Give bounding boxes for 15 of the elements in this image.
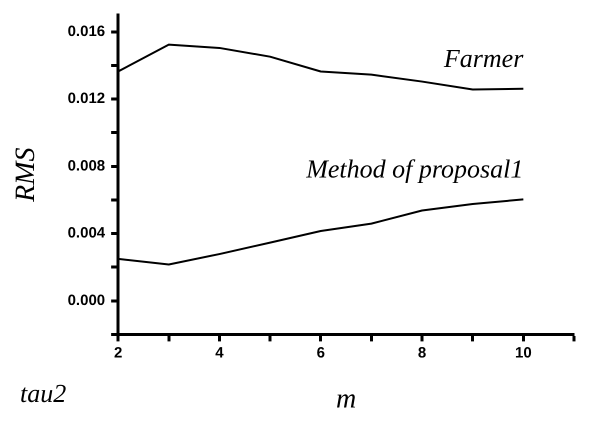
- y-axis-title: RMS: [10, 147, 42, 203]
- x-tick-label: 10: [515, 344, 532, 362]
- x-tick-label: 4: [215, 344, 224, 362]
- text: tau2: [20, 379, 66, 408]
- y-tick-label: 0.012: [68, 90, 106, 108]
- y-tick-label: 0.000: [68, 292, 106, 309]
- x-tick-label: 8: [418, 344, 426, 362]
- series-label: Method of proposal1: [305, 154, 524, 184]
- y-tick-label: 0.016: [68, 22, 106, 40]
- y-tick-label: 0.008: [68, 157, 106, 174]
- x-tick-label: 2: [114, 344, 122, 362]
- x-axis-title: m: [336, 384, 356, 415]
- series-label: Farmer: [442, 44, 524, 73]
- x-tick-label: 6: [316, 344, 325, 362]
- y-tick-label: 0.004: [68, 224, 106, 242]
